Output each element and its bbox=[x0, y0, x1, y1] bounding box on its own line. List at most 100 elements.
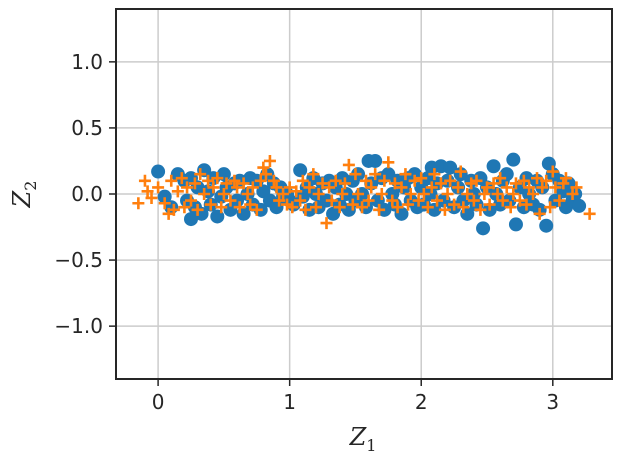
plus-point bbox=[461, 188, 474, 200]
plus-point bbox=[531, 172, 544, 185]
x-tick-label: 2 bbox=[415, 390, 428, 414]
plus-point bbox=[198, 188, 211, 200]
circle-point bbox=[157, 189, 172, 204]
plus-point bbox=[395, 181, 408, 194]
plus-point bbox=[178, 201, 191, 214]
plus-point bbox=[191, 203, 204, 216]
circle-point bbox=[443, 160, 458, 175]
plus-point bbox=[438, 203, 451, 216]
plus-point bbox=[523, 181, 536, 194]
plus-point bbox=[267, 174, 280, 187]
circle-point bbox=[476, 221, 491, 236]
plus-point bbox=[211, 172, 224, 185]
plus-point bbox=[513, 194, 526, 207]
plus-point bbox=[263, 154, 276, 167]
plus-point bbox=[454, 165, 467, 178]
plus-point bbox=[494, 172, 507, 185]
circle-point bbox=[572, 198, 587, 213]
plus-point bbox=[478, 188, 491, 200]
plus-point bbox=[441, 188, 454, 200]
circle-point bbox=[539, 218, 554, 233]
plus-point bbox=[145, 191, 158, 204]
plus-point bbox=[388, 177, 401, 190]
plus-point bbox=[496, 194, 509, 207]
circle-point bbox=[466, 187, 481, 201]
plus-point bbox=[417, 188, 430, 200]
plus-point bbox=[194, 168, 207, 181]
circle-point bbox=[151, 164, 166, 179]
plus-point bbox=[373, 203, 386, 216]
plus-point bbox=[303, 181, 316, 194]
plus-point bbox=[181, 181, 194, 194]
plus-point bbox=[241, 188, 254, 200]
plus-point bbox=[217, 188, 230, 200]
plus-point bbox=[286, 201, 299, 214]
plus-point bbox=[583, 207, 596, 220]
plus-point bbox=[408, 174, 421, 187]
plus-point bbox=[283, 181, 296, 194]
plus-point bbox=[412, 194, 425, 207]
y-tick-label: −0.5 bbox=[54, 248, 103, 272]
circle-point bbox=[368, 153, 383, 168]
plus-point bbox=[382, 156, 395, 169]
plus-point bbox=[290, 185, 303, 198]
plus-point bbox=[323, 181, 336, 194]
plus-point bbox=[533, 207, 546, 220]
plus-point bbox=[299, 203, 312, 216]
plus-point bbox=[250, 203, 263, 216]
plus-point bbox=[228, 174, 241, 187]
plus-point bbox=[391, 201, 404, 214]
plus-point bbox=[207, 181, 220, 194]
plus-point bbox=[378, 174, 391, 187]
plus-point bbox=[491, 188, 504, 200]
plus-point bbox=[152, 181, 165, 194]
plus-point bbox=[233, 201, 246, 214]
plus-point bbox=[237, 177, 250, 190]
x-tick-label: 0 bbox=[152, 390, 165, 414]
plus-point bbox=[312, 188, 325, 200]
circle-point bbox=[486, 159, 501, 174]
plus-point bbox=[546, 165, 559, 178]
plus-point bbox=[421, 201, 434, 214]
x-tick-label: 1 bbox=[283, 390, 296, 414]
plus-point bbox=[500, 181, 513, 194]
plus-point bbox=[257, 161, 270, 174]
plus-point bbox=[540, 174, 553, 187]
plus-point bbox=[520, 198, 533, 211]
plus-point bbox=[474, 203, 487, 216]
plus-point bbox=[448, 198, 461, 211]
plus-point bbox=[470, 174, 483, 187]
plus-point bbox=[553, 194, 566, 207]
plus-point bbox=[167, 203, 180, 216]
plus-point bbox=[231, 181, 244, 194]
plus-point bbox=[246, 181, 259, 194]
y-tick-label: 0.0 bbox=[71, 182, 103, 206]
y-axis-label: Z2 bbox=[8, 181, 40, 209]
x-tick-label: 3 bbox=[546, 390, 559, 414]
circle-point bbox=[423, 187, 438, 201]
plus-point bbox=[336, 188, 349, 200]
y-tick-label: −1.0 bbox=[54, 314, 103, 338]
plus-point bbox=[224, 194, 237, 207]
plus-point bbox=[431, 194, 444, 207]
plus-point bbox=[402, 198, 415, 211]
plus-point bbox=[259, 168, 272, 181]
y-tick-label: 0.5 bbox=[71, 116, 103, 140]
plus-point bbox=[428, 168, 441, 181]
plus-point bbox=[171, 185, 184, 198]
plus-point bbox=[184, 194, 197, 207]
plus-point bbox=[457, 201, 470, 214]
plus-point bbox=[333, 201, 346, 214]
axis-ticks: 0 1 2 3 1.0 0.5 0.0 −0.5 −1.0 bbox=[54, 50, 559, 414]
plus-point bbox=[307, 168, 320, 181]
plus-point bbox=[138, 174, 151, 187]
plus-point bbox=[273, 194, 286, 207]
plus-point bbox=[444, 174, 457, 187]
plus-point bbox=[375, 188, 388, 200]
plus-point bbox=[220, 177, 233, 190]
y-tick-label: 1.0 bbox=[71, 50, 103, 74]
plus-point bbox=[215, 201, 228, 214]
circle-point bbox=[183, 212, 198, 227]
plus-point bbox=[434, 177, 447, 190]
